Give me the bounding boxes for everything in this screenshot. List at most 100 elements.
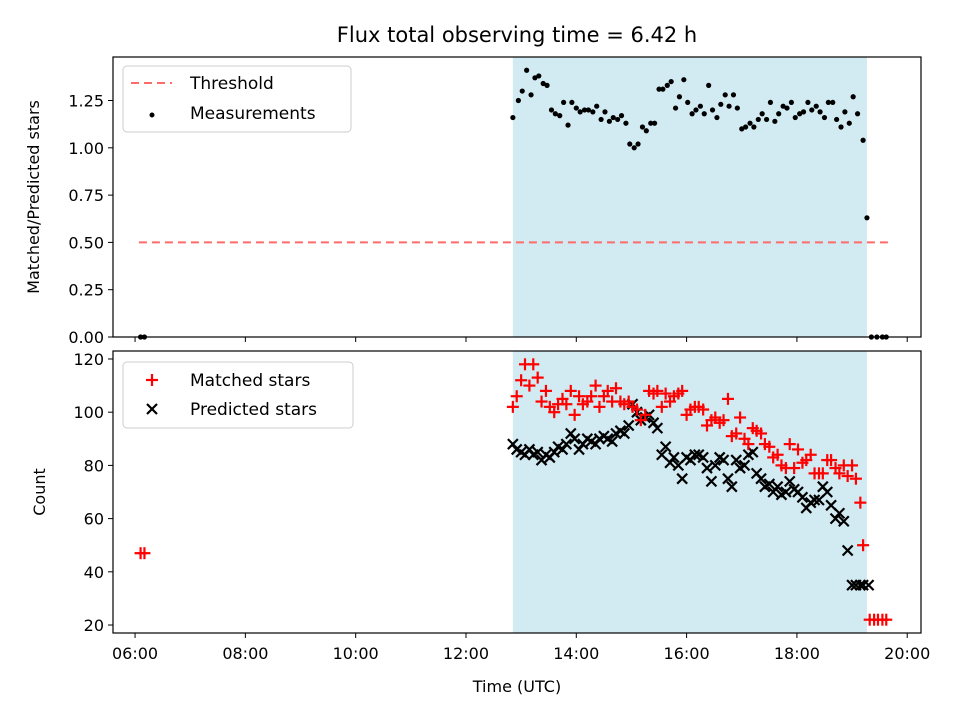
measurement-point — [552, 111, 558, 117]
measurement-point — [519, 88, 525, 94]
matched-point — [730, 427, 743, 440]
ratio-ytick-label: 1.25 — [68, 92, 104, 111]
predicted-point — [838, 515, 850, 528]
measurement-point — [515, 97, 521, 104]
matched-point — [523, 379, 536, 392]
measurement-point — [573, 105, 579, 111]
ratio-yaxis: 0.00 0.25 0.50 0.75 1.00 1.25 — [68, 92, 113, 347]
measurement-point — [747, 120, 753, 126]
measurement-point — [660, 86, 666, 92]
matched-point — [841, 470, 854, 483]
matched-point — [717, 414, 730, 427]
measurement-point — [743, 124, 749, 130]
measurement-point — [838, 124, 844, 130]
measurement-point — [618, 113, 625, 119]
measurement-point — [668, 78, 674, 85]
predicted-point — [821, 486, 834, 498]
measurement-point — [780, 103, 786, 109]
measurement-point — [763, 116, 770, 123]
measurement-point — [648, 120, 654, 126]
measurement-point — [635, 141, 641, 147]
predicted-point — [755, 472, 767, 485]
predicted-point — [808, 494, 821, 506]
measurement-point — [540, 80, 546, 87]
measurement-point — [561, 99, 567, 106]
count-xaxis: 06:00 08:00 10:00 12:00 14:00 16:00 18:00 20:00 — [112, 633, 930, 663]
measurement-point — [627, 141, 633, 147]
measurement-point — [726, 103, 732, 109]
measurement-point — [792, 114, 798, 121]
ratio-legend-box — [122, 65, 352, 133]
measurement-point — [610, 114, 616, 121]
measurement-point — [722, 92, 728, 98]
predicted-point — [722, 472, 734, 485]
predicted-point — [659, 440, 672, 453]
measurement-point — [693, 107, 699, 113]
measurement-point — [689, 111, 695, 117]
measurement-point — [714, 114, 720, 121]
count-ytick-label: 40 — [84, 563, 104, 582]
count-xtick-label: 12:00 — [443, 644, 489, 663]
matched-point — [506, 400, 519, 413]
count-ytick-label: 60 — [84, 510, 104, 529]
matched-legend-label: Matched stars — [190, 371, 310, 391]
matched-point — [697, 403, 710, 416]
ratio-shaded-region — [512, 57, 867, 337]
measurement-point — [706, 82, 712, 88]
count-xtick-label: 10:00 — [333, 644, 379, 663]
measurement-point — [800, 109, 807, 115]
measurement-point — [755, 116, 761, 123]
measurement-point — [776, 111, 782, 117]
matched-points — [134, 358, 893, 626]
measurement-point — [809, 107, 815, 113]
matched-point — [593, 400, 606, 413]
measurement-point — [767, 99, 774, 106]
matched-point — [610, 382, 623, 395]
measurement-point — [772, 118, 778, 124]
ratio-ytick-label: 0.00 — [68, 328, 104, 347]
measurement-point — [656, 86, 662, 92]
measurement-point — [701, 111, 707, 117]
matched-point — [763, 440, 776, 453]
count-xtick-label: 16:00 — [664, 644, 710, 663]
predicted-point — [676, 472, 688, 485]
predicted-point — [606, 435, 618, 448]
measurement-point — [510, 114, 516, 121]
measurement-point — [850, 94, 856, 100]
matched-point — [510, 390, 523, 403]
figure-title: Flux total observing time = 6.42 h — [337, 23, 697, 47]
matched-point — [515, 374, 528, 387]
matched-point — [783, 438, 796, 451]
measurement-point — [598, 116, 604, 123]
count-legend-box — [122, 361, 354, 429]
count-yaxis: 20 40 60 80 100 120 — [73, 350, 113, 635]
ratio-xaxis — [134, 337, 908, 342]
ratio-panel: 0.00 0.25 0.50 0.75 1.00 1.25 Matched/Predict… — [24, 56, 922, 347]
measurement-point — [544, 82, 550, 88]
measurement-point — [730, 92, 737, 98]
measurement-point — [631, 145, 637, 151]
measurement-point — [821, 114, 828, 121]
predicted-point — [726, 480, 738, 493]
predicted-legend-label: Predicted stars — [190, 400, 317, 420]
measurement-point — [846, 120, 852, 126]
measurement-point — [569, 99, 575, 106]
measurement-point — [759, 111, 765, 117]
matched-point — [742, 438, 755, 451]
count-ytick-label: 80 — [84, 456, 104, 475]
count-ylabel: Count — [30, 468, 49, 516]
matched-point — [539, 384, 552, 397]
measurement-point — [548, 107, 555, 113]
measurement-point — [676, 94, 683, 100]
count-xtick-label: 20:00 — [884, 644, 930, 663]
measurement-point — [697, 103, 703, 109]
measurement-point — [718, 101, 724, 107]
predicted-point — [568, 433, 581, 445]
matched-point — [792, 443, 805, 456]
threshold-legend-label: Threshold — [189, 74, 274, 94]
measurement-point — [685, 99, 691, 106]
matched-point — [804, 448, 817, 461]
matched-point — [825, 454, 838, 467]
count-ytick-label: 100 — [73, 403, 104, 422]
matched-point — [639, 408, 652, 421]
